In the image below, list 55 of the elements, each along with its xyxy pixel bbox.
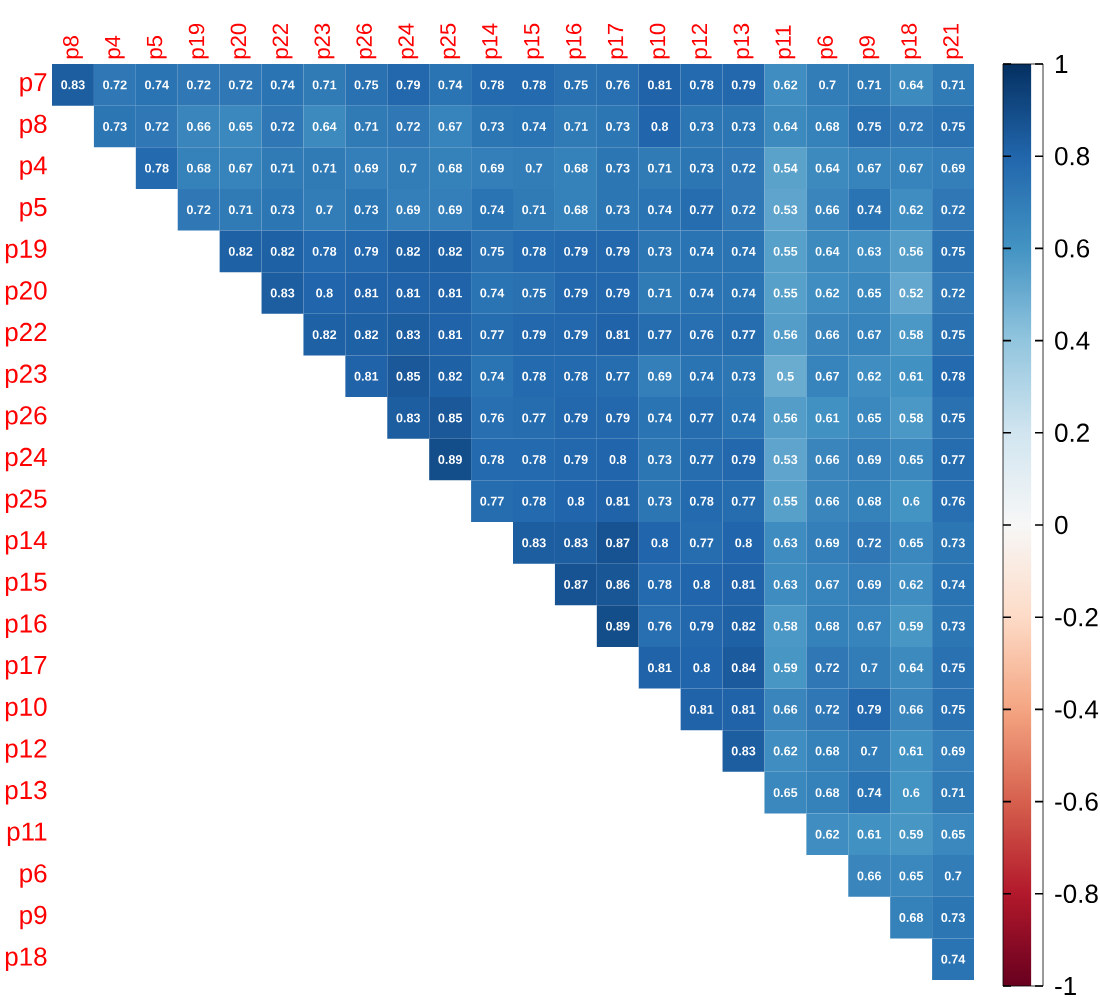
x-tick-label: p19	[188, 23, 209, 59]
x-tick-label: p16	[565, 23, 586, 59]
x-tick-label: p23	[314, 23, 335, 59]
color-bar-label: 0	[1055, 515, 1068, 535]
x-tick-label: p4	[105, 35, 125, 59]
y-tick-label: p26	[5, 406, 47, 430]
color-bar-label: 0.2	[1055, 423, 1089, 442]
x-tick-label: p24	[398, 23, 419, 59]
x-tick-label: p21	[943, 23, 964, 59]
x-tick-label: p8	[62, 36, 83, 59]
x-tick-label: p9	[859, 36, 880, 59]
x-tick-label: p25	[440, 23, 461, 59]
x-tick-label: p17	[607, 24, 628, 59]
y-tick-label: p6	[20, 864, 47, 888]
y-tick-label: p10	[5, 697, 47, 722]
x-tick-label: p12	[691, 24, 712, 59]
x-tick-label: p26	[356, 23, 377, 59]
y-tick-label: p7	[20, 73, 47, 97]
x-tick-label: p5	[146, 36, 167, 59]
y-tick-label: p20	[5, 281, 47, 305]
y-tick-label: p23	[5, 364, 47, 389]
y-tick-label: p15	[5, 572, 47, 597]
y-tick-label: p14	[5, 531, 47, 555]
color-bar-label: -0.4	[1055, 700, 1099, 719]
y-tick-label: p4	[20, 156, 47, 180]
color-bar-label: -0.6	[1055, 792, 1098, 811]
x-tick-label: p13	[733, 23, 754, 59]
y-tick-label: p18	[5, 947, 47, 971]
y-tick-label: p24	[5, 447, 47, 472]
y-tick-label: p5	[20, 198, 47, 222]
color-bar-label: -0.2	[1055, 607, 1098, 627]
y-tick-label: p9	[20, 905, 47, 930]
y-tick-label: p13	[5, 780, 47, 805]
y-tick-label: p16	[5, 614, 47, 638]
x-tick-label: p22	[272, 24, 293, 59]
x-tick-label: p11	[775, 25, 796, 59]
y-tick-label: p11	[7, 822, 47, 846]
color-bar-label: 0.6	[1055, 239, 1090, 258]
color-bar-label: 0.4	[1055, 331, 1090, 350]
y-tick-label: p19	[5, 239, 47, 264]
y-tick-label: p12	[5, 739, 47, 763]
y-tick-label: p17	[5, 656, 47, 680]
color-bar-label: 1	[1056, 55, 1068, 73]
x-tick-label: p14	[482, 23, 502, 59]
x-tick-label: p20	[230, 23, 251, 59]
color-bar-label: -1	[1055, 977, 1076, 995]
x-tick-label: p6	[817, 36, 838, 59]
y-tick-label: p8	[20, 114, 47, 139]
x-tick-label: p10	[649, 23, 670, 59]
x-tick-label: p18	[901, 23, 922, 59]
y-tick-label: p25	[5, 489, 47, 513]
color-bar-label: 0.8	[1055, 146, 1090, 166]
color-bar-label: -0.8	[1055, 884, 1098, 903]
y-tick-label: p22	[5, 322, 47, 347]
x-tick-label: p15	[524, 23, 544, 59]
